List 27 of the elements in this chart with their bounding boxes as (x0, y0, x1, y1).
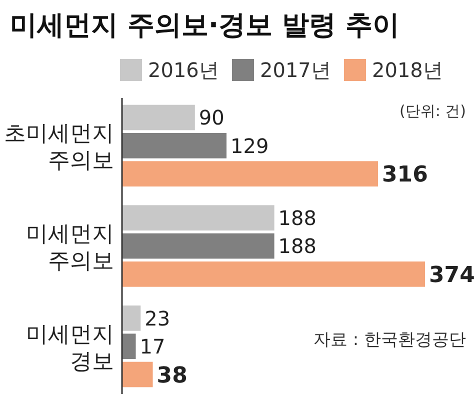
legend-label: 2018년 (372, 58, 443, 82)
y-tick-label: 초미세먼지 주의보 (4, 122, 114, 174)
bar (122, 161, 378, 186)
annotation: 자료 : 한국환경공단 (313, 330, 466, 350)
bar (122, 362, 153, 388)
annotation: (단위: 건) (399, 102, 466, 120)
data-label: 188 (278, 206, 316, 230)
chart-title: 미세먼지 주의보·경보 발령 추이 (10, 10, 400, 41)
bar (122, 334, 136, 360)
bar (122, 132, 227, 158)
bar (122, 205, 274, 231)
y-tick-label: 미세먼지 경보 (26, 322, 114, 374)
bar (122, 306, 141, 331)
data-label: 38 (156, 363, 188, 388)
data-label: 374 (429, 263, 474, 288)
y-tick-label: 미세먼지 주의보 (26, 222, 114, 274)
bar (122, 233, 274, 259)
data-label: 23 (144, 306, 170, 330)
legend-label: 2016년 (148, 58, 219, 82)
data-label: 316 (382, 162, 428, 188)
data-label: 188 (278, 234, 316, 258)
bar (122, 261, 425, 287)
bar (122, 104, 195, 130)
data-label: 17 (140, 334, 166, 359)
data-label: 90 (198, 106, 224, 130)
data-label: 129 (230, 134, 269, 158)
legend-label: 2017년 (260, 58, 331, 82)
